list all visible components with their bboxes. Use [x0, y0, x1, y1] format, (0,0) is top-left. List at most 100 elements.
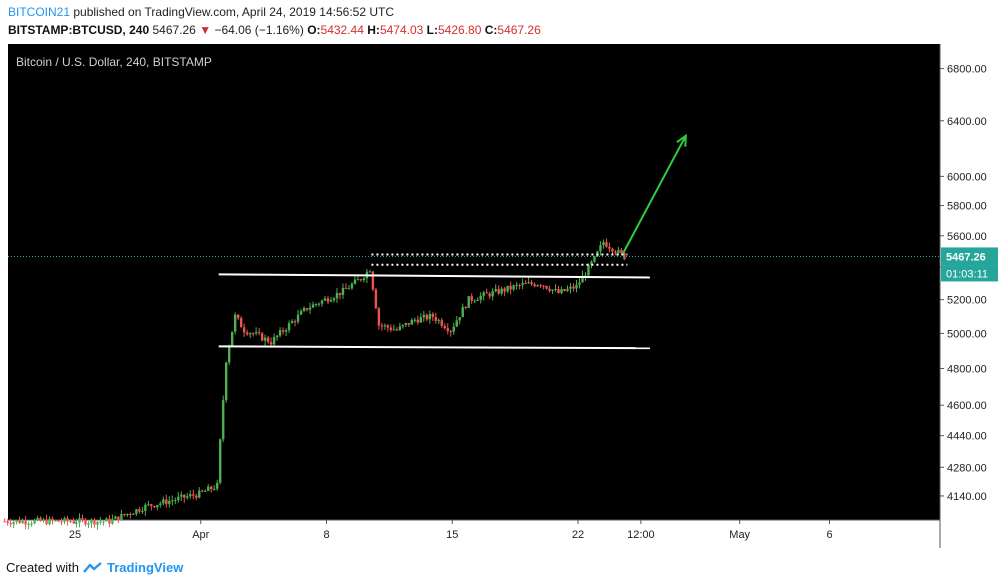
candle-body: [159, 503, 162, 505]
candle-body: [135, 509, 138, 514]
candle-body: [506, 285, 509, 292]
candle-body: [416, 319, 420, 323]
candle-body: [350, 283, 354, 289]
candle-body: [407, 323, 411, 325]
candle-body: [27, 523, 30, 525]
close-label: C:: [484, 23, 498, 37]
candle-body: [590, 261, 593, 265]
candle-body: [497, 288, 500, 294]
candle-body: [72, 521, 75, 524]
tradingview-logo-icon: [83, 561, 102, 573]
candle-body: [105, 518, 108, 522]
candle-body: [398, 326, 402, 330]
candle-body: [195, 495, 198, 498]
candle-body: [266, 337, 270, 343]
candle-body: [479, 295, 482, 300]
down-triangle-icon: ▼: [199, 23, 212, 37]
candle-body: [42, 519, 45, 521]
candle-body: [284, 330, 288, 332]
candle-body: [572, 286, 575, 289]
candle-body: [488, 293, 491, 297]
candle-body: [575, 284, 578, 289]
chart-area[interactable]: Bitcoin / U.S. Dollar, 240, BITSTAMP 4140…: [0, 44, 1004, 550]
symbol-info: BITSTAMP:BTCUSD, 240 5467.26 ▼ −64.06 (−…: [8, 23, 541, 37]
candle-body: [162, 499, 165, 504]
candle-body: [428, 314, 431, 320]
candle-body: [251, 333, 255, 335]
x-axis-panel: [8, 520, 940, 548]
x-tick-label: 25: [69, 529, 81, 541]
candle-body: [386, 325, 390, 328]
candle-body: [533, 284, 536, 287]
candle-body: [404, 323, 408, 325]
candle-body: [485, 292, 488, 294]
candle-body: [123, 514, 126, 516]
candle-body: [296, 314, 300, 322]
candle-body: [548, 288, 551, 291]
candle-body: [317, 303, 321, 305]
candle-body: [239, 318, 243, 328]
candle-body: [248, 333, 252, 335]
candle-body: [21, 520, 24, 524]
author-link[interactable]: BITCOIN21: [8, 5, 71, 19]
candles: [3, 238, 626, 530]
candle-body: [150, 504, 153, 506]
arrow-line: [622, 135, 687, 255]
footer: Created with TradingView: [6, 560, 183, 575]
candle-body: [446, 328, 449, 332]
candle-body: [233, 314, 237, 332]
candle-body: [207, 486, 210, 491]
candle-body: [33, 520, 36, 524]
tradingview-brand[interactable]: TradingView: [106, 560, 184, 575]
trend-line: [218, 273, 650, 279]
x-tick-label: 8: [323, 529, 329, 541]
y-tick-label: 5600.00: [947, 231, 987, 243]
candle-body: [377, 308, 381, 326]
candle-body: [293, 321, 297, 323]
y-tick-label: 4440.00: [947, 431, 987, 443]
candle-body: [144, 504, 147, 512]
candle-body: [153, 505, 156, 508]
countdown-tag: [941, 265, 998, 282]
candle-body: [183, 494, 186, 498]
candle-body: [383, 325, 387, 327]
candle-body: [254, 332, 258, 334]
candle-body: [129, 513, 132, 515]
candle-body: [186, 496, 189, 498]
candle-body: [269, 342, 273, 345]
candle-body: [605, 242, 608, 247]
candle-body: [311, 304, 315, 308]
x-tick-label: May: [729, 529, 750, 541]
candle-body: [542, 285, 545, 287]
price-change: −64.06 (−1.16%): [214, 23, 304, 37]
candle-body: [500, 288, 503, 294]
candle-body: [323, 298, 327, 301]
candle-body: [39, 517, 42, 521]
candle-body: [587, 264, 590, 276]
candle-body: [275, 335, 279, 338]
candle-body: [174, 499, 177, 501]
candle-body: [455, 320, 458, 327]
candle-body: [335, 292, 339, 299]
candle-body: [54, 520, 57, 522]
candle-body: [299, 311, 303, 315]
candle-body: [272, 337, 276, 345]
candle-body: [584, 275, 587, 277]
candle-body: [566, 288, 569, 291]
high-value: 5474.03: [379, 23, 424, 37]
candle-body: [458, 317, 461, 321]
candle-body: [69, 521, 72, 523]
candle-body: [536, 285, 539, 287]
candle-body: [192, 494, 195, 496]
candle-body: [329, 300, 333, 302]
candle-body: [434, 316, 437, 321]
candle-body: [48, 518, 51, 525]
arrow-head: [676, 133, 687, 147]
candle-body: [578, 282, 581, 285]
candle-body: [425, 314, 429, 320]
price-chart[interactable]: Bitcoin / U.S. Dollar, 240, BITSTAMP 4140…: [0, 44, 1004, 550]
candle-body: [356, 279, 360, 281]
candle-body: [216, 482, 219, 489]
candle-body: [302, 308, 306, 312]
candle-body: [87, 523, 90, 525]
